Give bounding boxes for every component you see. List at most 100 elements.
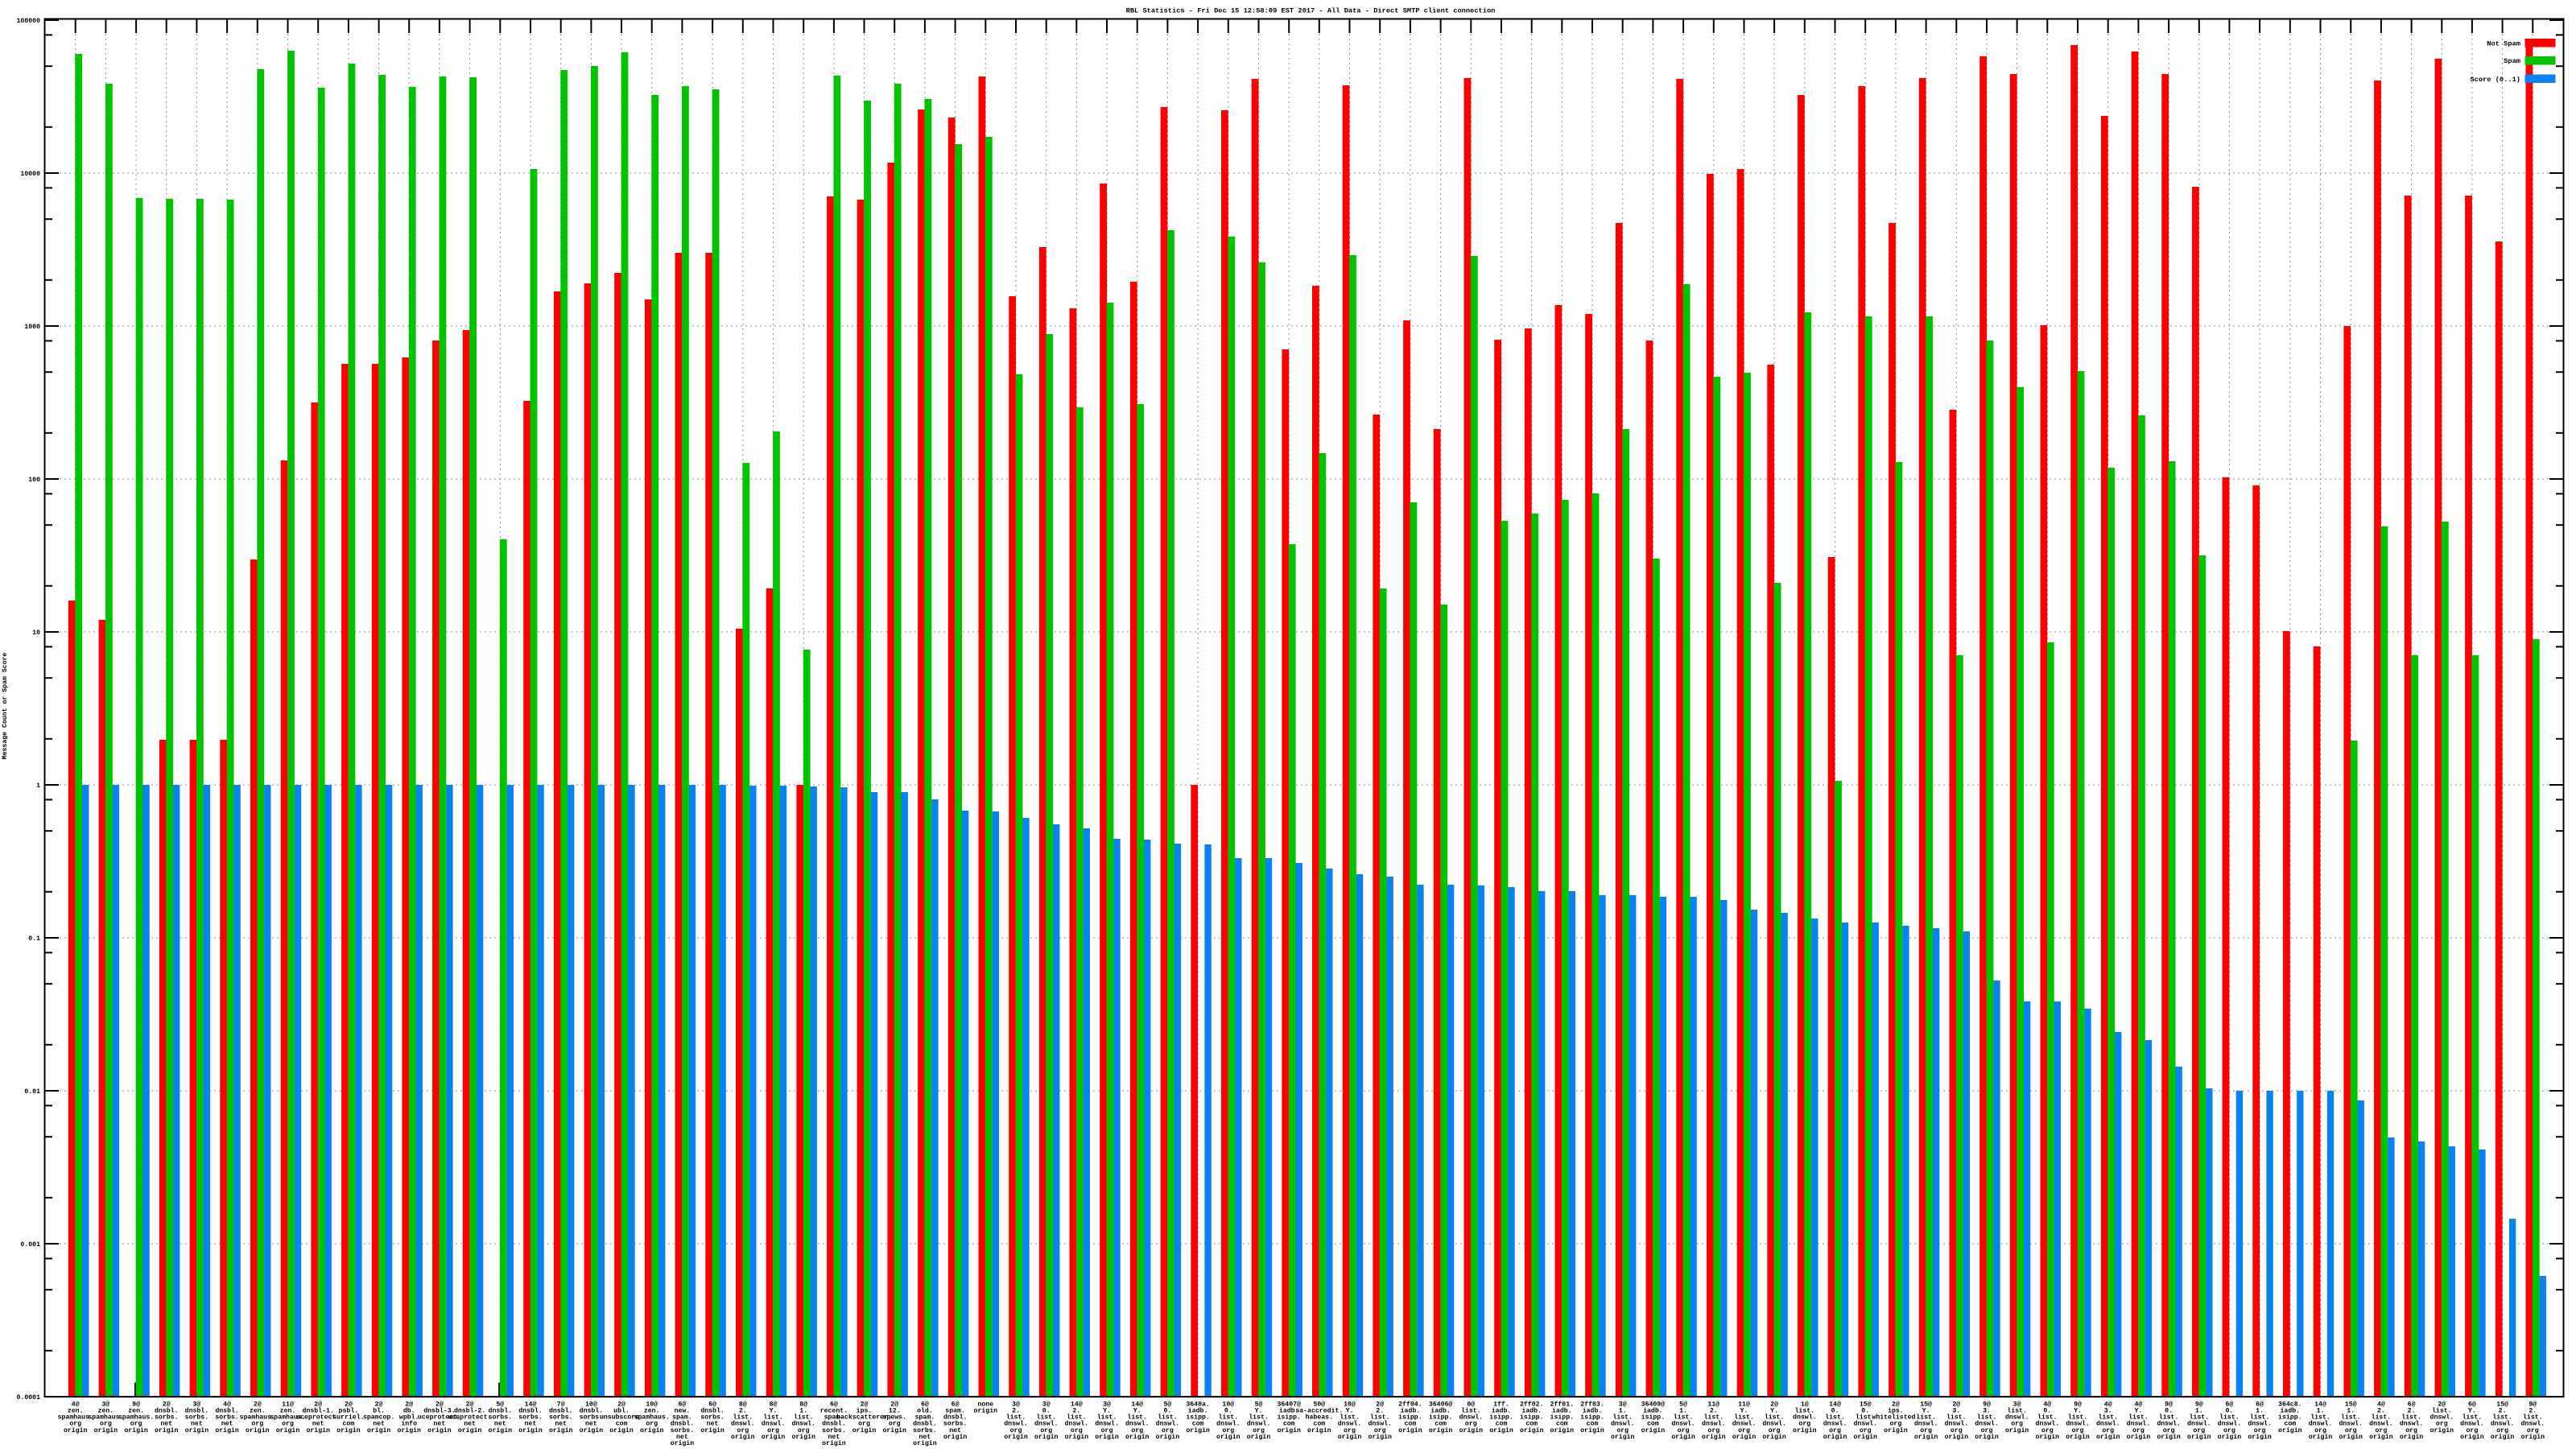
svg-text:2@: 2@ (466, 1400, 474, 1408)
svg-text:org: org (2436, 1421, 2448, 1428)
svg-text:org: org (1222, 1427, 1234, 1435)
svg-text:4@: 4@ (2104, 1400, 2112, 1408)
svg-text:origin: origin (1762, 1433, 1786, 1441)
svg-text:15@: 15@ (2345, 1400, 2357, 1408)
svg-text:1.: 1. (2317, 1408, 2325, 1415)
svg-text:0@: 0@ (1467, 1400, 1475, 1408)
svg-text:dnsbl-1.: dnsbl-1. (303, 1407, 334, 1415)
svg-text:origin: origin (2127, 1433, 2151, 1441)
svg-text:6@: 6@ (2468, 1400, 2476, 1408)
svg-text:uceprotect.: uceprotect. (418, 1414, 461, 1422)
svg-text:list.: list. (1097, 1414, 1117, 1422)
svg-text:org: org (889, 1421, 901, 1428)
svg-text:zen.: zen. (68, 1408, 84, 1415)
svg-text:6@: 6@ (2225, 1400, 2233, 1408)
svg-text:6@: 6@ (708, 1400, 716, 1408)
svg-text:org: org (100, 1421, 112, 1428)
svg-text:list.: list. (2250, 1414, 2270, 1422)
svg-text:Y.: Y. (2134, 1408, 2142, 1415)
svg-text:3@: 3@ (1619, 1400, 1627, 1408)
svg-text:origin: origin (2248, 1433, 2272, 1441)
svg-text:3@: 3@ (101, 1400, 109, 1408)
svg-text:1@: 1@ (1801, 1400, 1809, 1408)
svg-text:15@: 15@ (1860, 1400, 1872, 1408)
svg-text:net: net (312, 1421, 324, 1428)
svg-text:1000: 1000 (24, 324, 40, 331)
svg-text:origin: origin (1125, 1433, 1150, 1441)
svg-text:5@: 5@ (1163, 1400, 1171, 1408)
svg-text:spamhaus.: spamhaus. (118, 1414, 154, 1422)
svg-text:3@: 3@ (1042, 1400, 1051, 1408)
svg-text:wpbl.: wpbl. (399, 1414, 419, 1422)
svg-text:isipp.: isipp. (1186, 1414, 1209, 1422)
svg-text:dnswl.: dnswl. (1702, 1420, 1725, 1428)
svg-text:origin: origin (1550, 1426, 1575, 1435)
svg-text:net: net (464, 1421, 476, 1428)
svg-text:2ff03.: 2ff03. (1580, 1400, 1604, 1408)
svg-text:0.: 0. (2225, 1408, 2233, 1415)
svg-text:origin: origin (580, 1426, 604, 1435)
svg-text:Message Count or Spam Score: Message Count or Spam Score (2, 653, 9, 760)
svg-text:origin: origin (2218, 1433, 2242, 1441)
svg-text:org: org (2527, 1427, 2539, 1435)
svg-text:10@: 10@ (585, 1400, 597, 1408)
svg-text:iadb.: iadb. (1401, 1407, 1421, 1415)
svg-text:2.: 2. (739, 1408, 747, 1415)
svg-text:10@: 10@ (1344, 1400, 1356, 1408)
svg-text:org: org (1951, 1427, 1963, 1435)
svg-text:10000: 10000 (20, 171, 40, 178)
svg-text:dnswl.: dnswl. (1945, 1420, 1968, 1428)
svg-text:dnswl.: dnswl. (2521, 1420, 2545, 1428)
svg-text:0.01: 0.01 (24, 1088, 40, 1096)
svg-text:2@: 2@ (861, 1400, 869, 1408)
svg-text:4@: 4@ (2134, 1400, 2142, 1408)
svg-text:origin: origin (2400, 1433, 2424, 1441)
svg-text:org: org (2376, 1427, 2388, 1435)
svg-text:2@: 2@ (1770, 1400, 1778, 1408)
svg-text:org: org (2102, 1427, 2114, 1435)
svg-text:list.: list. (1734, 1414, 1754, 1422)
svg-text:4@: 4@ (223, 1400, 231, 1408)
svg-text:dnswl.: dnswl. (1914, 1420, 1938, 1428)
svg-text:list.: list. (1946, 1414, 1967, 1422)
svg-text:origin: origin (2309, 1433, 2333, 1441)
svg-text:org: org (767, 1427, 779, 1435)
svg-text:com: com (1192, 1421, 1204, 1428)
svg-text:sorbs.: sorbs. (943, 1420, 967, 1428)
svg-text:origin: origin (2491, 1433, 2515, 1441)
svg-text:org: org (1162, 1427, 1174, 1435)
svg-text:10: 10 (32, 630, 40, 637)
svg-text:origin: origin (2339, 1433, 2363, 1441)
svg-text:dnsbl.: dnsbl. (580, 1407, 603, 1415)
svg-text:dnswl.: dnswl. (791, 1420, 815, 1428)
svg-text:Spam: Spam (2504, 57, 2520, 65)
svg-text:dnswl.: dnswl. (1732, 1420, 1756, 1428)
svg-text:sorbs.: sorbs. (580, 1414, 603, 1422)
svg-text:backscatterer.: backscatterer. (836, 1414, 892, 1422)
svg-text:15@: 15@ (1920, 1400, 1932, 1408)
svg-text:1.: 1. (1619, 1408, 1627, 1415)
svg-text:com: com (1405, 1421, 1417, 1428)
svg-text:2.: 2. (2529, 1408, 2537, 1415)
svg-text:isipp.: isipp. (1641, 1414, 1665, 1422)
svg-text:com: com (1435, 1421, 1447, 1428)
svg-text:org: org (1374, 1427, 1386, 1435)
svg-text:Y.: Y. (1103, 1408, 1111, 1415)
svg-text:net: net (525, 1421, 537, 1428)
svg-text:list.: list. (2037, 1414, 2058, 1422)
svg-text:origin: origin (2066, 1433, 2090, 1441)
svg-text:zen.: zen. (128, 1408, 144, 1415)
svg-text:Y.: Y. (1922, 1408, 1930, 1415)
svg-text:net: net (434, 1421, 446, 1428)
svg-text:org: org (1253, 1427, 1265, 1435)
svg-text:list.: list. (1127, 1414, 1147, 1422)
svg-text:net: net (919, 1434, 931, 1441)
svg-text:14@: 14@ (1071, 1400, 1083, 1408)
svg-text:org: org (1616, 1427, 1629, 1435)
svg-text:origin: origin (640, 1426, 664, 1435)
svg-text:list.: list. (2098, 1414, 2118, 1422)
svg-text:Y.: Y. (770, 1408, 778, 1415)
svg-text:100000: 100000 (17, 18, 41, 25)
svg-text:7@: 7@ (557, 1400, 565, 1408)
svg-text:origin: origin (64, 1426, 88, 1435)
